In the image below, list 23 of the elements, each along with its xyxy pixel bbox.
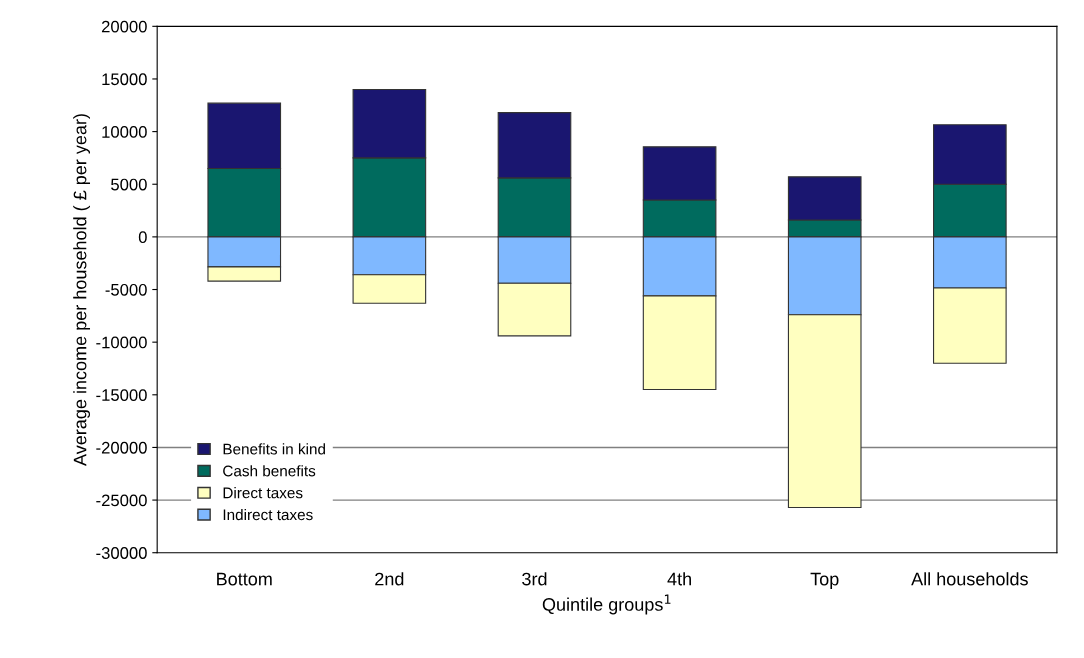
y-tick-label: 5000: [111, 178, 147, 191]
legend-label: Benefits in kind: [223, 443, 325, 455]
y-tick-label: 0: [138, 231, 147, 244]
x-tick-label: Bottom: [217, 572, 272, 586]
x-tick-label: 3rd: [522, 572, 547, 586]
legend-label: Indirect taxes: [223, 508, 313, 521]
y-tick-label: 15000: [102, 73, 147, 86]
y-tick-label: -25000: [96, 494, 147, 507]
x-axis-title: Quintile groups$^{1}$: [542, 594, 671, 615]
x-tick-label: Top: [810, 572, 839, 589]
x-tick-label: All households: [911, 572, 1028, 586]
y-tick-label: -15000: [96, 389, 147, 401]
y-tick-label: 20000: [101, 20, 147, 33]
y-tick-label: -10000: [96, 336, 147, 349]
y-tick-label: -30000: [96, 547, 147, 559]
legend-label: Cash benefits: [223, 465, 316, 477]
y-tick-label: -5000: [105, 283, 147, 296]
legend-label: Direct taxes: [223, 487, 303, 499]
x-tick-label: 2nd: [375, 572, 404, 586]
y-tick-label: -20000: [96, 441, 147, 454]
y-tick-label: 10000: [102, 126, 147, 138]
x-tick-label: 4th: [667, 572, 691, 586]
y-axis-title: Average income per household ( £ per year): [73, 114, 91, 466]
